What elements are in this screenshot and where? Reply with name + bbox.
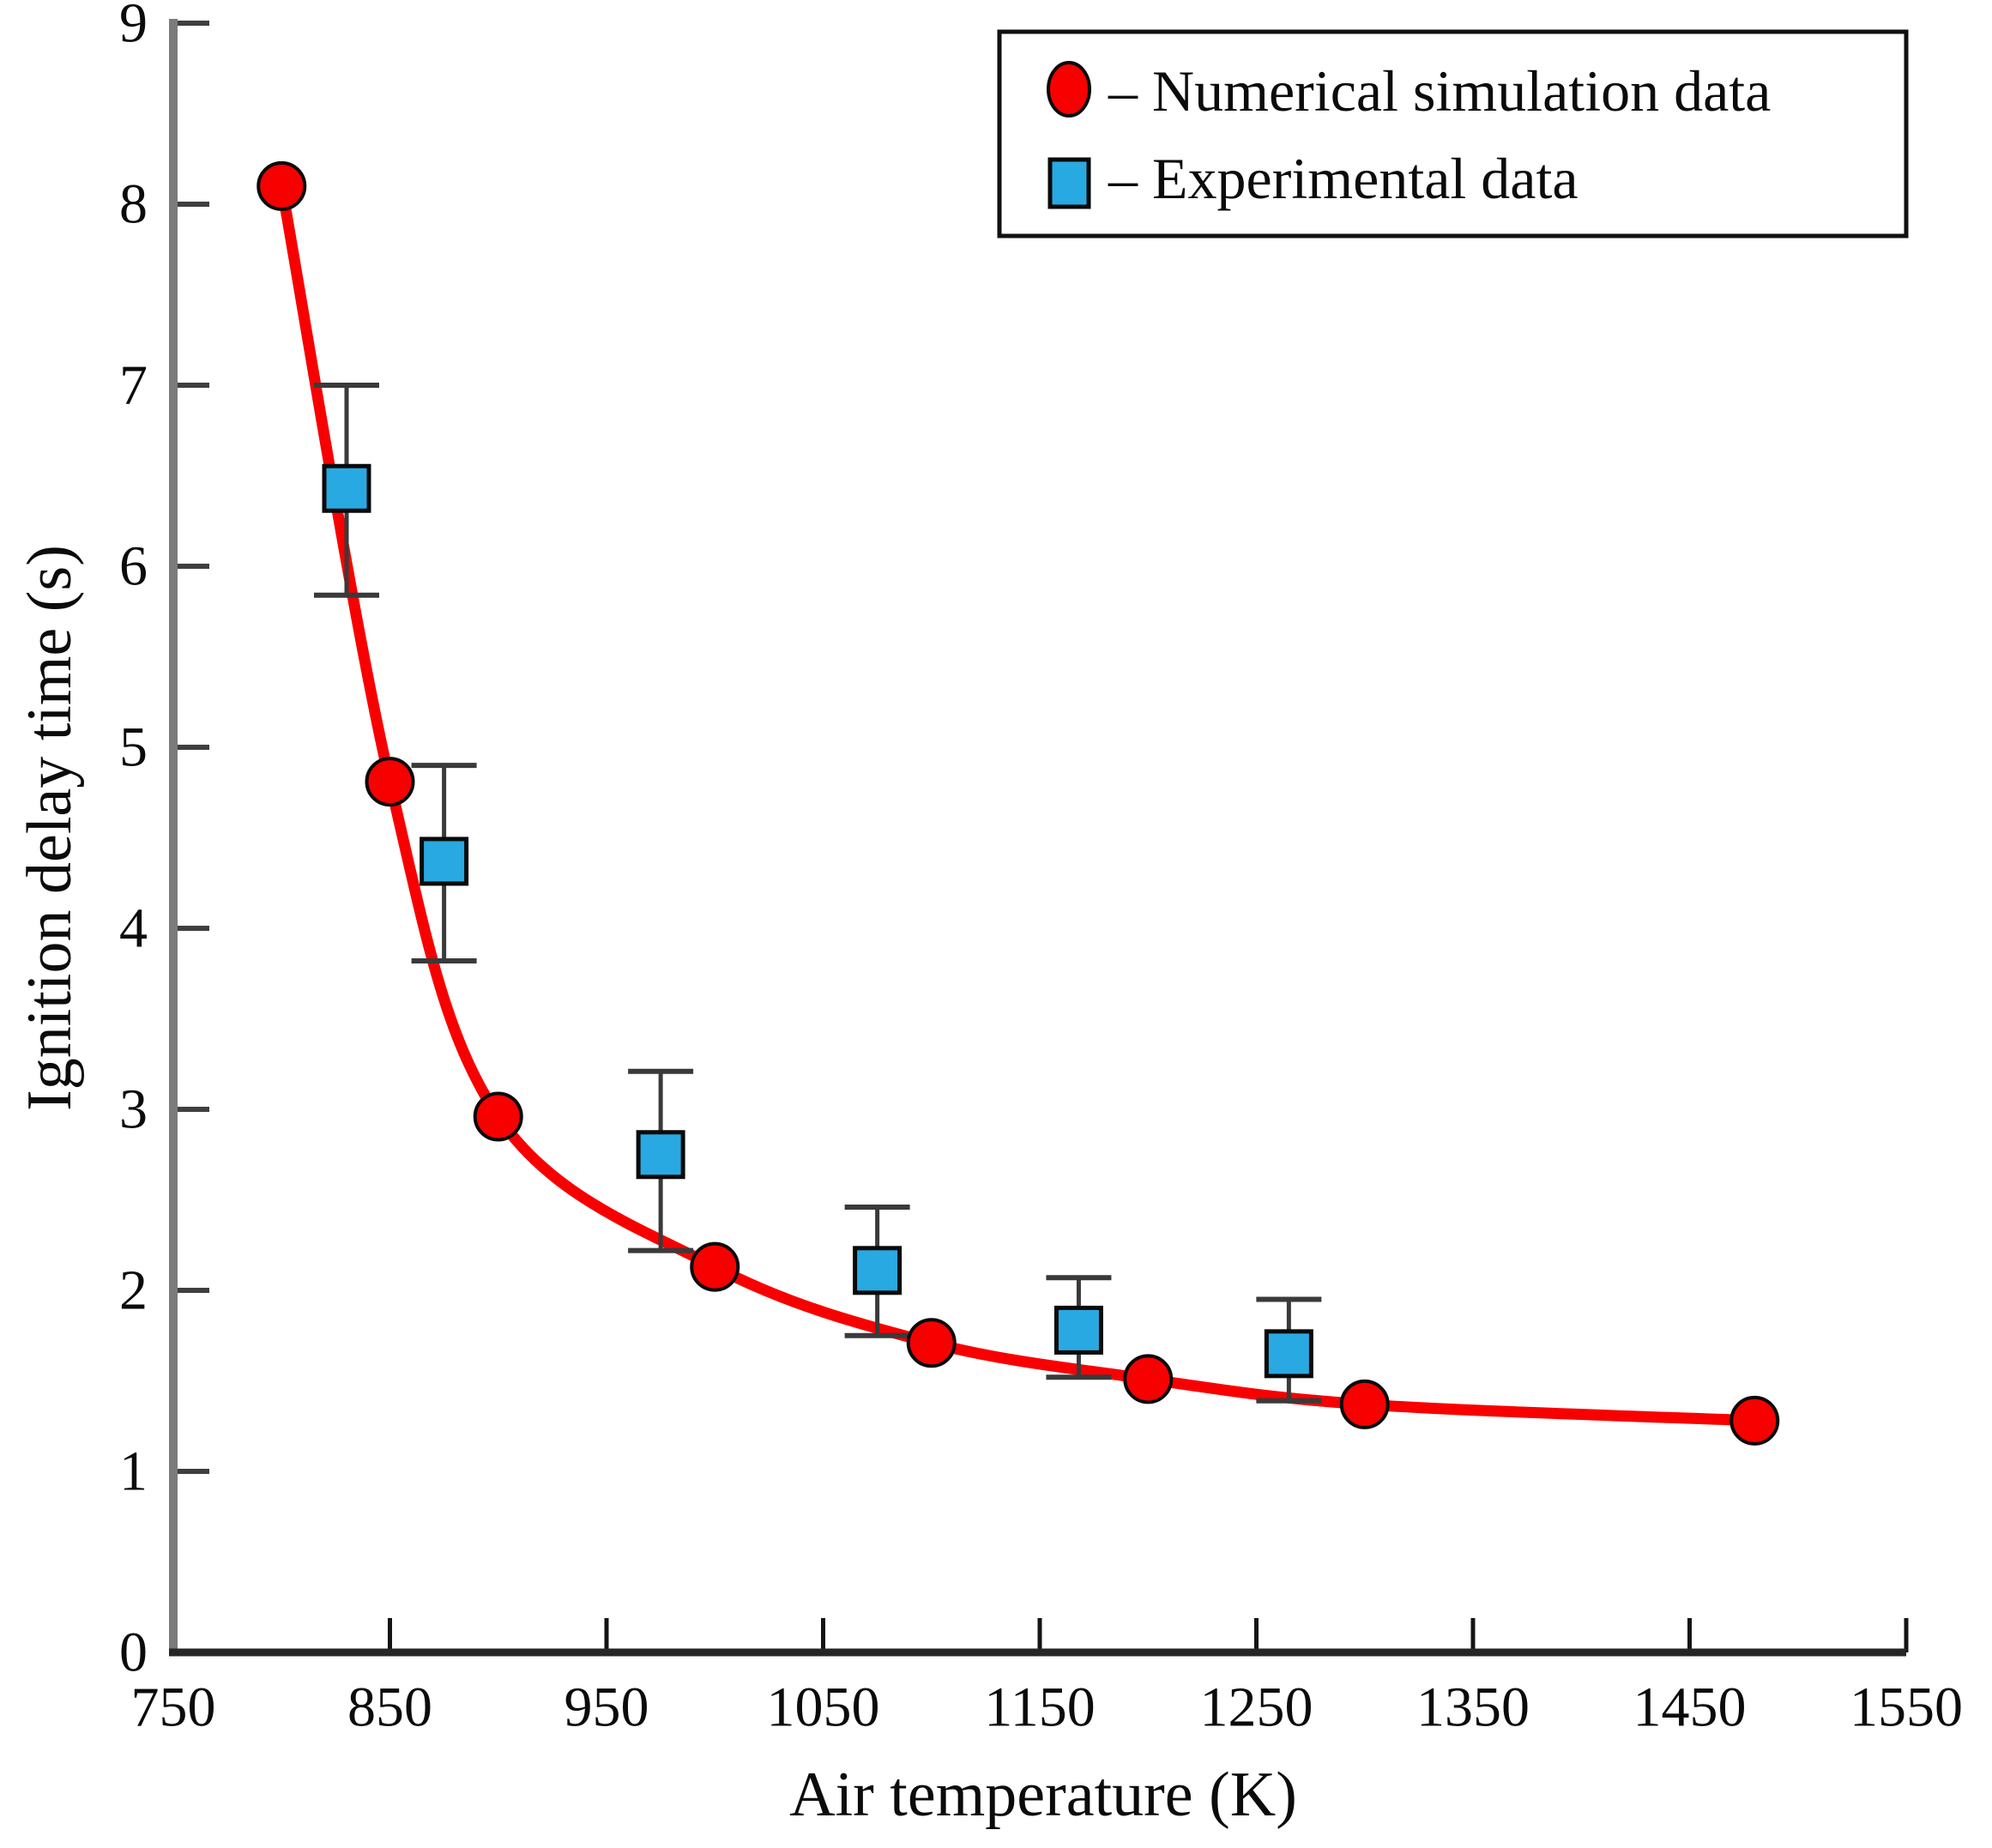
experimental-data-point — [322, 463, 371, 513]
simulation-curve — [275, 180, 1760, 1427]
x-tick-label: 1350 — [1416, 1676, 1530, 1739]
experimental-data-point — [636, 1130, 685, 1180]
x-tick-label: 1150 — [984, 1676, 1096, 1739]
legend-marker-circle — [1047, 61, 1091, 118]
simulation-data-point — [473, 1091, 523, 1142]
experimental-data-point — [1053, 1305, 1103, 1355]
y-tick-label: 2 — [119, 1259, 148, 1322]
x-tick-label: 1250 — [1200, 1676, 1313, 1739]
simulation-data-point — [906, 1318, 957, 1368]
chart-plot-area: 750 850 950 1050 1150 1250 1350 1450 1550 0 1 2 3 4 5 6… — [119, 0, 1963, 1739]
y-tick-label: 8 — [119, 173, 148, 236]
x-tick-label: 850 — [347, 1676, 432, 1739]
y-tick-label: 6 — [119, 535, 148, 598]
experimental-data-point — [420, 836, 469, 886]
x-tick-label: 1050 — [767, 1676, 880, 1739]
simulation-data-point — [690, 1241, 740, 1292]
x-tick-label: 750 — [131, 1676, 216, 1739]
legend-box — [997, 29, 1909, 239]
x-tick-label: 950 — [564, 1676, 649, 1739]
y-tick-label: 5 — [119, 716, 148, 779]
legend-marker-square — [1047, 157, 1091, 209]
experimental-data-point — [1264, 1329, 1313, 1379]
y-axis-title: Ignition delay time (s) — [15, 545, 85, 1111]
y-tick-label: 1 — [119, 1440, 148, 1503]
x-tick-label: 1550 — [1850, 1676, 1963, 1739]
y-tick-label: 9 — [119, 0, 148, 55]
x-tick-label: 1450 — [1633, 1676, 1747, 1739]
y-tick-label: 3 — [119, 1078, 148, 1141]
legend-label-experimental: – Experimental data — [1108, 146, 1579, 211]
y-tick-label: 4 — [119, 897, 148, 960]
y-tick-label: 7 — [119, 354, 148, 417]
simulation-data-point — [1339, 1379, 1390, 1429]
legend-label-numerical-simulation: – Numerical simulation data — [1108, 58, 1771, 124]
simulation-data-point — [365, 757, 415, 807]
simulation-data-point — [257, 160, 307, 211]
y-tick-label: 0 — [119, 1622, 148, 1684]
x-axis-title: Air temperature (K) — [789, 1760, 1297, 1830]
experimental-data-point — [853, 1246, 902, 1295]
simulation-data-point — [1729, 1395, 1780, 1446]
simulation-data-point — [1123, 1354, 1174, 1404]
